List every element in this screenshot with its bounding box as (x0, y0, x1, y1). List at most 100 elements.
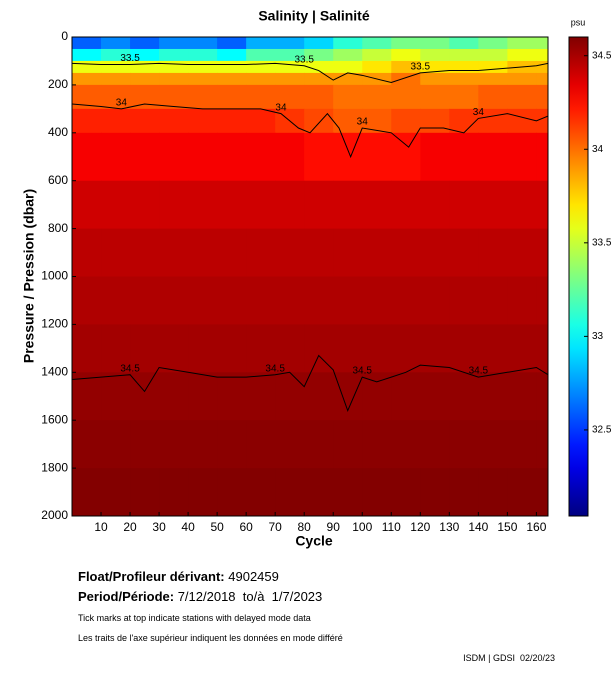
heatmap-cell (130, 180, 160, 230)
heatmap-cell (217, 180, 247, 230)
contour-label: 34.5 (353, 366, 373, 377)
heatmap-cell (420, 60, 450, 74)
heatmap-cell (101, 37, 131, 50)
y-tick-label: 1800 (41, 460, 68, 474)
heatmap-cell (217, 420, 247, 469)
heatmap-cell (478, 60, 508, 74)
heatmap-cell (449, 108, 479, 134)
heatmap-cell (246, 108, 276, 134)
heatmap-cell (507, 420, 537, 469)
heatmap-cell (449, 48, 479, 62)
colorbar-tick-label: 34 (592, 144, 604, 155)
credit: ISDM | GDSI 02/20/23 (463, 653, 555, 663)
heatmap-cell (449, 468, 479, 516)
heatmap-cell (72, 468, 102, 516)
heatmap-cell (246, 468, 276, 516)
heatmap-cell (304, 48, 334, 62)
heatmap-cell (362, 60, 392, 74)
heatmap-cell (362, 276, 392, 325)
contour-label: 34 (357, 117, 369, 128)
y-axis-label: Pressure / Pression (dbar) (21, 189, 37, 363)
heatmap-cell (304, 37, 334, 50)
heatmap-cell (217, 60, 247, 74)
heatmap-cell (217, 276, 247, 325)
heatmap-cell (507, 37, 537, 50)
heatmap-cell (362, 324, 392, 373)
period-label: Period/Période: (78, 589, 175, 604)
heatmap-cell (333, 60, 363, 74)
heatmap-cell (130, 48, 160, 62)
note-en: Tick marks at top indicate stations with… (78, 613, 311, 623)
heatmap-cell (391, 84, 421, 110)
heatmap-cell (420, 180, 450, 230)
contour-label: 33.5 (120, 53, 140, 64)
heatmap-cell (536, 108, 548, 134)
heatmap-cell (449, 132, 479, 182)
heatmap-cell (420, 84, 450, 110)
heatmap-cell (304, 180, 334, 230)
contour-label: 34 (275, 102, 287, 113)
heatmap-cell (449, 180, 479, 230)
note-fr: Les traits de l'axe supérieur indiquent … (78, 633, 343, 643)
heatmap-cell (159, 108, 189, 134)
heatmap-cell (333, 84, 363, 110)
y-tick-label: 0 (61, 29, 68, 43)
heatmap-cell (130, 420, 160, 469)
heatmap-cell (304, 276, 334, 325)
heatmap-cell (159, 72, 189, 86)
heatmap-cell (391, 324, 421, 373)
heatmap-cell (362, 228, 392, 277)
heatmap-cell (246, 48, 276, 62)
heatmap-cell (188, 60, 218, 74)
float-line: Float/Profileur dérivant: 4902459 (78, 569, 279, 584)
heatmap-cell (101, 228, 131, 277)
colorbar-tick-label: 33 (592, 331, 604, 342)
heatmap-cell (449, 37, 479, 50)
heatmap-cell (507, 180, 537, 230)
x-tick-label: 60 (239, 520, 253, 534)
heatmap-cell (72, 48, 102, 62)
heatmap-cell (304, 132, 334, 182)
heatmap-cell (246, 60, 276, 74)
x-tick-label: 10 (94, 520, 108, 534)
heatmap-cell (478, 324, 508, 373)
heatmap-cell (304, 84, 334, 110)
chart-title: Salinity | Salinité (258, 8, 369, 24)
y-tick-label: 1200 (41, 317, 68, 331)
heatmap-cell (304, 372, 334, 421)
heatmap-cell (333, 324, 363, 373)
heatmap-cell (246, 37, 276, 50)
heatmap-cell (536, 37, 548, 50)
x-tick-label: 70 (268, 520, 282, 534)
heatmap-cell (275, 228, 305, 277)
heatmap-cell (159, 37, 189, 50)
heatmap-cell (188, 228, 218, 277)
heatmap-cell (391, 228, 421, 277)
heatmap-cell (391, 420, 421, 469)
heatmap-cell (275, 72, 305, 86)
heatmap-cell (101, 108, 131, 134)
heatmap-cell (130, 132, 160, 182)
heatmap-cell (217, 72, 247, 86)
heatmap-cell (362, 180, 392, 230)
heatmap-cell (333, 468, 363, 516)
x-tick-label: 100 (352, 520, 372, 534)
y-tick-label: 200 (48, 77, 68, 91)
heatmap-cell (478, 180, 508, 230)
heatmap-cell (101, 48, 131, 62)
heatmap-cell (159, 228, 189, 277)
heatmap-cell (275, 48, 305, 62)
heatmap-cell (72, 372, 102, 421)
heatmap-cell (130, 228, 160, 277)
heatmap-cell (420, 468, 450, 516)
heatmap-cell (449, 420, 479, 469)
x-tick-label: 40 (181, 520, 195, 534)
heatmap-cell (72, 420, 102, 469)
heatmap-cell (72, 276, 102, 325)
heatmap-cell (304, 108, 334, 134)
heatmap-cell (333, 180, 363, 230)
heatmap-cell (391, 72, 421, 86)
heatmap-cell (217, 468, 247, 516)
x-tick-label: 120 (410, 520, 430, 534)
heatmap-cell (362, 372, 392, 421)
